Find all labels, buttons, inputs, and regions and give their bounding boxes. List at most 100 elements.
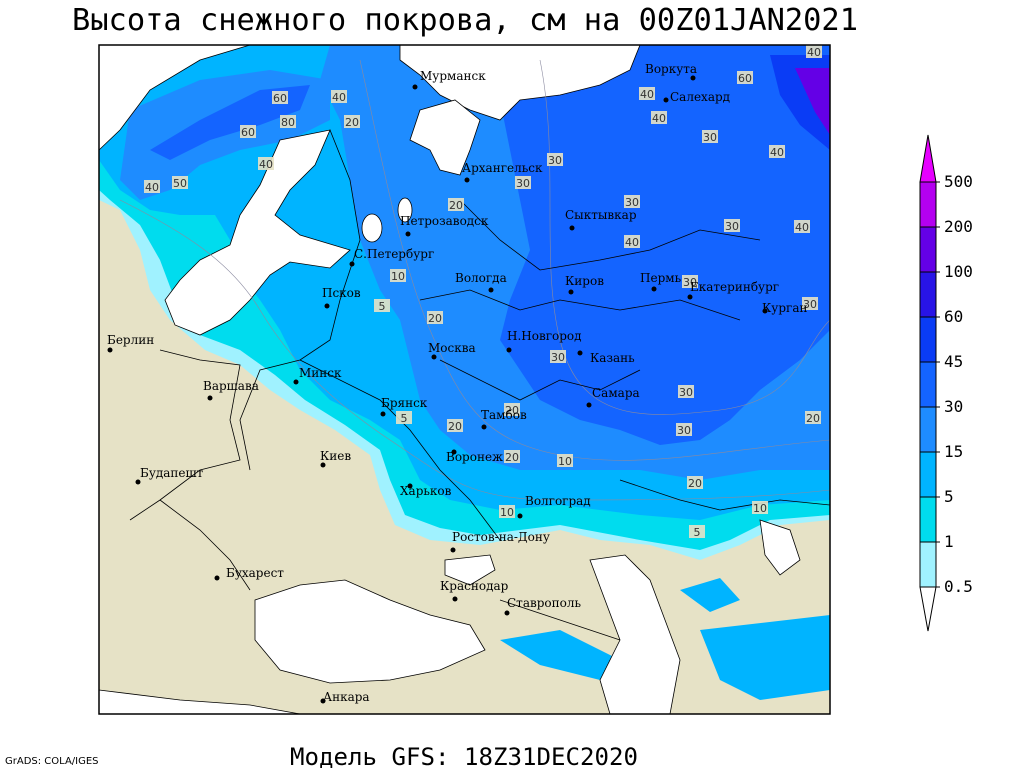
colorbar-box	[919, 451, 937, 498]
contour-label: 50	[173, 177, 187, 190]
city-dot	[481, 424, 487, 430]
city-dot	[568, 289, 574, 295]
contour-label-bg	[557, 454, 573, 467]
city-label: Бухарест	[226, 566, 284, 580]
contour-label: 40	[640, 88, 654, 101]
contour-label-bg	[805, 411, 821, 424]
city-dot	[452, 596, 458, 602]
city-dot	[349, 261, 355, 267]
contour-label: 20	[505, 451, 519, 464]
border	[459, 199, 761, 271]
contour-label: 40	[770, 146, 784, 159]
contour-label: 30	[625, 196, 639, 209]
city-label: Екатеринбург	[690, 280, 779, 294]
city-dot	[431, 354, 437, 360]
border	[239, 129, 361, 471]
contour-labels: 60 80 60 40 40 50 20 40 60 40 40 40 30 40 30 30 20 30 40 30…	[144, 45, 822, 539]
city-dot	[405, 231, 411, 237]
city-dot	[293, 379, 299, 385]
city-dot	[324, 303, 330, 309]
contour-label-bg	[272, 91, 288, 104]
contour-label: 5	[694, 526, 701, 539]
contour-label-bg	[689, 525, 705, 538]
contour-label-bg	[390, 269, 406, 282]
city-label: Воронеж	[446, 450, 503, 464]
city-dot	[506, 347, 512, 353]
contour-label-bg	[504, 450, 520, 463]
colorbar-box	[919, 406, 937, 453]
city-dot	[762, 308, 768, 314]
contour-label: 30	[677, 424, 691, 437]
city-dot	[320, 698, 326, 704]
borders	[129, 129, 830, 641]
snow-band	[795, 68, 830, 135]
city-label: Москва	[428, 341, 476, 355]
contour-label: 40	[145, 181, 159, 194]
contour-label-bg	[515, 176, 531, 189]
city-dot	[464, 177, 470, 183]
city-label: Воркута	[645, 62, 697, 76]
contour-label: 20	[428, 312, 442, 325]
city-label: Берлин	[107, 333, 154, 347]
contour-label-bg	[802, 297, 818, 310]
contour-label: 40	[652, 112, 666, 125]
contour-label-bg	[702, 130, 718, 143]
credit: GrADS: COLA/IGES	[5, 756, 99, 767]
contour-label: 20	[345, 116, 359, 129]
sea	[589, 554, 681, 714]
city-dot	[687, 294, 693, 300]
sea	[99, 45, 251, 151]
contour-label: 30	[725, 220, 739, 233]
contour-label: 10	[558, 455, 572, 468]
snow-band	[500, 45, 830, 445]
city-label: Харьков	[400, 484, 452, 498]
sea	[399, 45, 641, 121]
contour-label: 5	[401, 412, 408, 425]
contour-label: 80	[281, 116, 295, 129]
sea	[759, 519, 801, 576]
city-dot	[663, 97, 669, 103]
seas	[99, 45, 801, 714]
contour-label-bg	[682, 275, 698, 288]
contour-label: 20	[448, 420, 462, 433]
city-label: Сыктывкар	[565, 208, 637, 222]
city-label: Самара	[592, 386, 640, 400]
colorbar-max-arrow	[919, 134, 937, 183]
colorbar-label: 0.5	[944, 577, 973, 596]
contour-label-bg	[806, 45, 822, 58]
contour-label-bg	[240, 125, 256, 138]
city-dot	[651, 286, 657, 292]
contour-label-bg	[499, 505, 515, 518]
contour-label-bg	[172, 176, 188, 189]
contour-label: 30	[548, 154, 562, 167]
lake	[361, 213, 383, 243]
contour-label: 30	[551, 351, 565, 364]
cities: Мурманск Воркута Салехард Архангельск Петроз…	[107, 62, 807, 704]
contour-label-bg	[737, 71, 753, 84]
contour-label-bg	[448, 198, 464, 211]
contour-label-bg	[687, 476, 703, 489]
sea	[99, 689, 301, 714]
contour-label-bg	[624, 195, 640, 208]
contour-label-bg	[427, 311, 443, 324]
city-dot	[690, 75, 696, 81]
contour-label-bg	[396, 411, 412, 424]
border	[159, 499, 251, 591]
city-label: С.Петербург	[354, 247, 434, 261]
contour-label: 40	[332, 91, 346, 104]
city-label: Архангельск	[462, 161, 543, 175]
city-label: Минск	[299, 366, 342, 380]
city-dot	[214, 575, 220, 581]
contour-label: 60	[738, 72, 752, 85]
contour-label-bg	[752, 501, 768, 514]
city-label: Пермь	[640, 271, 682, 285]
city-label: Псков	[322, 286, 361, 300]
city-label: Анкара	[323, 690, 370, 704]
border	[419, 289, 741, 321]
colorbar-box	[919, 316, 937, 363]
city-dot	[135, 479, 141, 485]
city-dot	[407, 483, 413, 489]
contour-label-bg	[794, 220, 810, 233]
city-label: Будапешт	[140, 466, 204, 480]
map: 60 80 60 40 40 50 20 40 60 40 40 40 30 40 30 30 20 30 40 30…	[99, 45, 830, 714]
